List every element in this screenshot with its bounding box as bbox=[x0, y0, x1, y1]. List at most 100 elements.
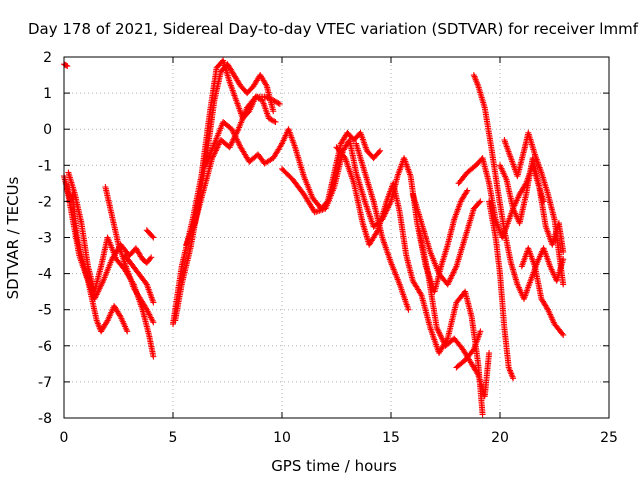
data-point-run bbox=[63, 180, 76, 221]
data-point-run bbox=[353, 140, 368, 174]
data-point-run bbox=[353, 169, 368, 203]
data-point-run bbox=[366, 228, 380, 248]
x-tick-label: 5 bbox=[169, 430, 178, 446]
data-point-run bbox=[361, 198, 376, 228]
data-point-run bbox=[122, 252, 138, 272]
data-point-run bbox=[191, 189, 207, 227]
data-point-run bbox=[444, 264, 459, 288]
series-track-5 bbox=[102, 184, 157, 326]
data-point bbox=[124, 328, 131, 335]
data-point-run bbox=[390, 180, 403, 214]
data-point-run bbox=[370, 149, 382, 162]
data-point-run bbox=[237, 144, 252, 164]
data-point-run bbox=[200, 156, 215, 194]
data-point-run bbox=[224, 61, 237, 77]
data-point-run bbox=[531, 151, 544, 174]
data-point-run bbox=[427, 248, 442, 275]
data-point-run bbox=[198, 109, 213, 180]
x-tick-label: 15 bbox=[382, 430, 400, 446]
series-track-1 bbox=[61, 61, 71, 70]
data-point-run bbox=[207, 66, 220, 115]
axis-ticks: 0 5 10 15 20 25 -8 -7 -6 -5 -4 -3 -2 -1 0 1 2 bbox=[38, 50, 618, 446]
series-track-7 bbox=[122, 252, 157, 306]
data-point-run bbox=[438, 243, 451, 270]
y-tick-label: -5 bbox=[38, 303, 52, 319]
data-point bbox=[377, 147, 384, 154]
grid bbox=[64, 57, 609, 418]
data-point-run bbox=[361, 169, 376, 203]
series-track-10 bbox=[183, 93, 283, 248]
data-point-run bbox=[124, 267, 137, 290]
data-point-run bbox=[475, 82, 488, 109]
series-track-23 bbox=[453, 328, 484, 371]
data-point bbox=[477, 198, 484, 205]
data-point-run bbox=[228, 126, 243, 149]
data-point-run bbox=[403, 252, 416, 283]
y-tick-label: -7 bbox=[38, 375, 52, 391]
data-point-run bbox=[346, 137, 359, 174]
y-tick-label: -6 bbox=[38, 339, 52, 355]
data-point-run bbox=[453, 358, 467, 371]
data-point-run bbox=[235, 106, 250, 133]
data-point bbox=[150, 353, 157, 360]
data-point-run bbox=[143, 255, 154, 266]
data-point-run bbox=[226, 79, 239, 102]
data-point-run bbox=[516, 181, 529, 198]
data-point-run bbox=[202, 142, 217, 169]
y-axis-label: SDTVAR / TECUs bbox=[4, 176, 22, 299]
series-track-18 bbox=[470, 72, 567, 302]
data-point-run bbox=[538, 295, 551, 312]
data-point-run bbox=[370, 198, 385, 239]
y-tick-label: 2 bbox=[43, 50, 52, 66]
data-point-run bbox=[433, 324, 448, 348]
data-point bbox=[150, 299, 157, 306]
data-point-run bbox=[525, 245, 538, 268]
y-tick-label: 0 bbox=[43, 122, 52, 138]
x-tick-label: 10 bbox=[273, 430, 291, 446]
data-point-run bbox=[444, 218, 457, 248]
data-point-run bbox=[104, 234, 119, 261]
data-point bbox=[510, 375, 517, 382]
data-point bbox=[150, 234, 157, 241]
data-point-run bbox=[540, 245, 553, 268]
series-track-6 bbox=[143, 227, 157, 241]
data-point-run bbox=[322, 185, 337, 212]
data-point-run bbox=[451, 335, 465, 352]
data-point bbox=[150, 319, 157, 326]
series-track-12 bbox=[279, 137, 471, 295]
data-point bbox=[560, 256, 567, 263]
data-point-run bbox=[102, 184, 115, 218]
data-point-run bbox=[279, 165, 295, 182]
data-point-run bbox=[497, 162, 509, 182]
data-point-run bbox=[244, 95, 258, 111]
data-point bbox=[270, 108, 277, 115]
data-point bbox=[148, 254, 155, 261]
data-point-run bbox=[357, 129, 370, 153]
series-track-15 bbox=[409, 191, 484, 288]
data-point-run bbox=[462, 347, 476, 364]
data-point-run bbox=[109, 212, 122, 246]
y-tick-label: -3 bbox=[38, 231, 52, 247]
data-point-run bbox=[494, 187, 508, 232]
data-point-run bbox=[501, 324, 512, 369]
data-point-run bbox=[115, 241, 130, 272]
data-points bbox=[61, 57, 567, 418]
data-point-run bbox=[65, 169, 78, 196]
data-point-run bbox=[211, 120, 226, 147]
data-point-run bbox=[137, 295, 149, 312]
data-point-run bbox=[189, 174, 204, 223]
data-point-run bbox=[379, 234, 394, 265]
x-tick-label: 0 bbox=[60, 430, 69, 446]
data-point-run bbox=[488, 144, 501, 192]
data-point-run bbox=[220, 57, 233, 84]
chart-title: Day 178 of 2021, Sidereal Day-to-day VTE… bbox=[28, 20, 639, 38]
data-point-run bbox=[91, 279, 106, 302]
data-point bbox=[560, 248, 567, 255]
data-point-run bbox=[418, 292, 433, 329]
data-point bbox=[64, 63, 71, 70]
data-point-run bbox=[143, 227, 156, 240]
data-point-run bbox=[265, 115, 278, 125]
series-track-3 bbox=[63, 180, 131, 335]
data-point-run bbox=[501, 137, 514, 160]
data-point-run bbox=[501, 227, 514, 265]
